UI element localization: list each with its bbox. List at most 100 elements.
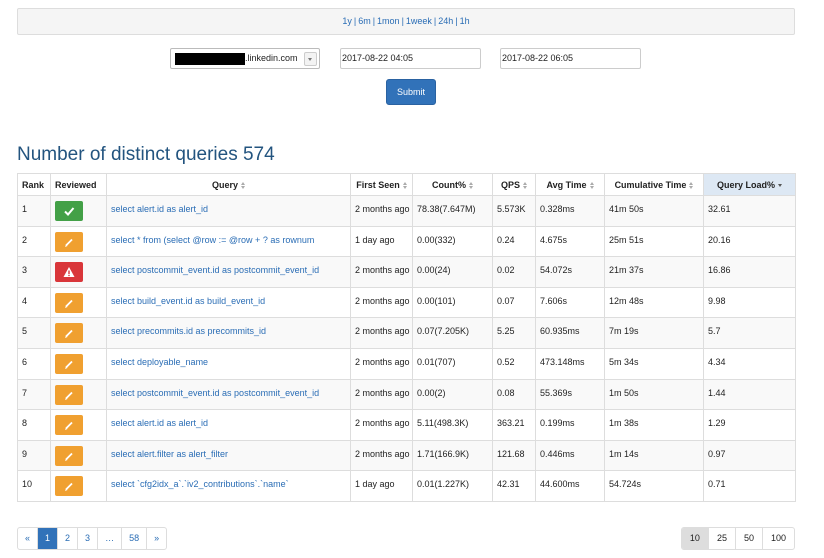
submit-button[interactable]: Submit xyxy=(386,79,436,105)
sort-icon xyxy=(241,181,245,189)
rank-cell: 4 xyxy=(17,286,51,319)
rank-cell: 3 xyxy=(17,256,51,288)
review-status-button[interactable] xyxy=(55,445,83,466)
query-load-cell: 5.7 xyxy=(703,317,796,349)
range-link[interactable]: 6m xyxy=(358,16,371,26)
query-load-cell: 1.44 xyxy=(703,378,796,411)
range-link[interactable]: 1week xyxy=(405,16,432,26)
end-time-input[interactable]: 2017-08-22 06:05 xyxy=(500,48,641,69)
first-seen-cell: 1 day ago xyxy=(350,225,413,258)
page-size-selector: 10 25 50 100 xyxy=(680,527,795,550)
qps-cell: 0.08 xyxy=(492,378,536,411)
reviewed-cell xyxy=(50,409,107,441)
review-status-button[interactable] xyxy=(55,231,83,252)
cumulative-time-cell: 1m 50s xyxy=(604,378,704,411)
page-link[interactable]: 58 xyxy=(121,528,146,549)
first-seen-cell: 2 months ago xyxy=(350,347,413,380)
query-cell[interactable]: select build_event.id as build_event_id xyxy=(106,286,351,319)
qps-cell: 121.68 xyxy=(492,439,536,472)
page-size-option[interactable]: 100 xyxy=(761,528,794,549)
reviewed-cell xyxy=(50,195,107,227)
range-link[interactable]: 1y xyxy=(342,16,352,26)
query-cell[interactable]: select postcommit_event.id as postcommit… xyxy=(106,256,351,288)
page-link[interactable]: » xyxy=(146,528,166,549)
avg-time-cell: 60.935ms xyxy=(535,317,605,349)
page-link[interactable]: 3 xyxy=(77,528,97,549)
qps-cell: 0.02 xyxy=(492,256,536,288)
rank-cell: 5 xyxy=(17,317,51,349)
column-header[interactable]: Cumulative Time xyxy=(604,173,704,196)
table-row: 3 select postcommit_event.id as postcommi… xyxy=(17,256,796,288)
query-cell[interactable]: select alert.id as alert_id xyxy=(106,195,351,227)
query-cell[interactable]: select alert.id as alert_id xyxy=(106,409,351,441)
table-row: 8 select alert.id as alert_id 2 months ago… xyxy=(17,409,796,441)
query-cell[interactable]: select alert.filter as alert_filter xyxy=(106,439,351,472)
page-size-option[interactable]: 50 xyxy=(734,528,762,549)
avg-time-cell: 54.072s xyxy=(535,256,605,288)
column-label: First Seen xyxy=(356,179,400,190)
page-link[interactable]: 1 xyxy=(37,528,58,549)
cumulative-time-cell: 25m 51s xyxy=(604,225,704,258)
qps-cell: 363.21 xyxy=(492,409,536,441)
count-cell: 1.71(166.9K) xyxy=(412,439,493,472)
query-load-cell: 4.34 xyxy=(703,347,796,380)
count-cell: 0.01(707) xyxy=(412,347,493,380)
count-cell: 0.00(101) xyxy=(412,286,493,319)
query-cell[interactable]: select `cfg2idx_a`.`iv2_contributions`.`… xyxy=(106,470,351,502)
column-header[interactable]: Query xyxy=(106,173,351,196)
range-bar: 1y | 6m | 1mon | 1week | 24h | 1h xyxy=(17,8,795,35)
reviewed-cell xyxy=(50,347,107,380)
review-status-button[interactable] xyxy=(55,262,83,283)
redaction xyxy=(175,53,245,65)
query-load-cell: 20.16 xyxy=(703,225,796,258)
column-header[interactable]: First Seen xyxy=(350,173,413,196)
page-link[interactable]: 2 xyxy=(57,528,77,549)
column-label: Cumulative Time xyxy=(614,179,687,190)
query-cell[interactable]: select deployable_name xyxy=(106,347,351,380)
column-header[interactable]: Query Load% xyxy=(703,173,796,196)
table-row: 1 select alert.id as alert_id 2 months ago… xyxy=(17,195,796,227)
range-link[interactable]: 1mon xyxy=(377,16,400,26)
reviewed-cell xyxy=(50,317,107,349)
reviewed-cell xyxy=(50,439,107,472)
cumulative-time-cell: 54.724s xyxy=(604,470,704,502)
separator: | xyxy=(455,16,458,26)
review-status-button[interactable] xyxy=(55,323,83,344)
review-status-button[interactable] xyxy=(55,292,83,313)
page-size-option[interactable]: 10 xyxy=(681,528,708,549)
review-status-button[interactable] xyxy=(55,384,83,405)
rank-cell: 6 xyxy=(17,347,51,380)
review-status-button[interactable] xyxy=(55,415,83,436)
separator: | xyxy=(353,16,357,26)
start-time-input[interactable]: 2017-08-22 04:05 xyxy=(340,48,481,69)
column-header[interactable]: Count% xyxy=(412,173,493,196)
reviewed-cell xyxy=(50,286,107,319)
column-header[interactable]: QPS xyxy=(492,173,536,196)
rank-cell: 7 xyxy=(17,378,51,411)
page-link[interactable]: « xyxy=(25,533,31,543)
query-cell[interactable]: select * from (select @row := @row + ? a… xyxy=(106,225,351,258)
first-seen-cell: 2 months ago xyxy=(350,286,413,319)
avg-time-cell: 7.606s xyxy=(535,286,605,319)
column-label: Query xyxy=(211,179,238,190)
avg-time-cell: 44.600ms xyxy=(535,470,605,502)
query-cell[interactable]: select precommits.id as precommits_id xyxy=(106,317,351,349)
first-seen-cell: 2 months ago xyxy=(350,256,413,288)
qps-cell: 0.52 xyxy=(492,347,536,380)
host-select[interactable]: .linkedin.com xyxy=(170,48,320,69)
page-link[interactable]: … xyxy=(97,528,121,549)
query-cell[interactable]: select postcommit_event.id as postcommit… xyxy=(106,378,351,411)
page-size-option[interactable]: 25 xyxy=(707,528,735,549)
heading: Number of distinct queries 574 xyxy=(17,144,275,165)
column-header[interactable]: Avg Time xyxy=(535,173,605,196)
column-header: Rank xyxy=(17,173,51,196)
count-cell: 0.00(24) xyxy=(412,256,493,288)
range-link[interactable]: 1h xyxy=(459,16,470,26)
review-status-button[interactable] xyxy=(55,476,83,497)
review-status-button[interactable] xyxy=(55,201,83,221)
range-link[interactable]: 24h xyxy=(438,16,454,26)
column-label: QPS xyxy=(500,179,520,190)
query-load-cell: 0.97 xyxy=(703,439,796,472)
review-status-button[interactable] xyxy=(55,353,83,374)
cumulative-time-cell: 7m 19s xyxy=(604,317,704,349)
